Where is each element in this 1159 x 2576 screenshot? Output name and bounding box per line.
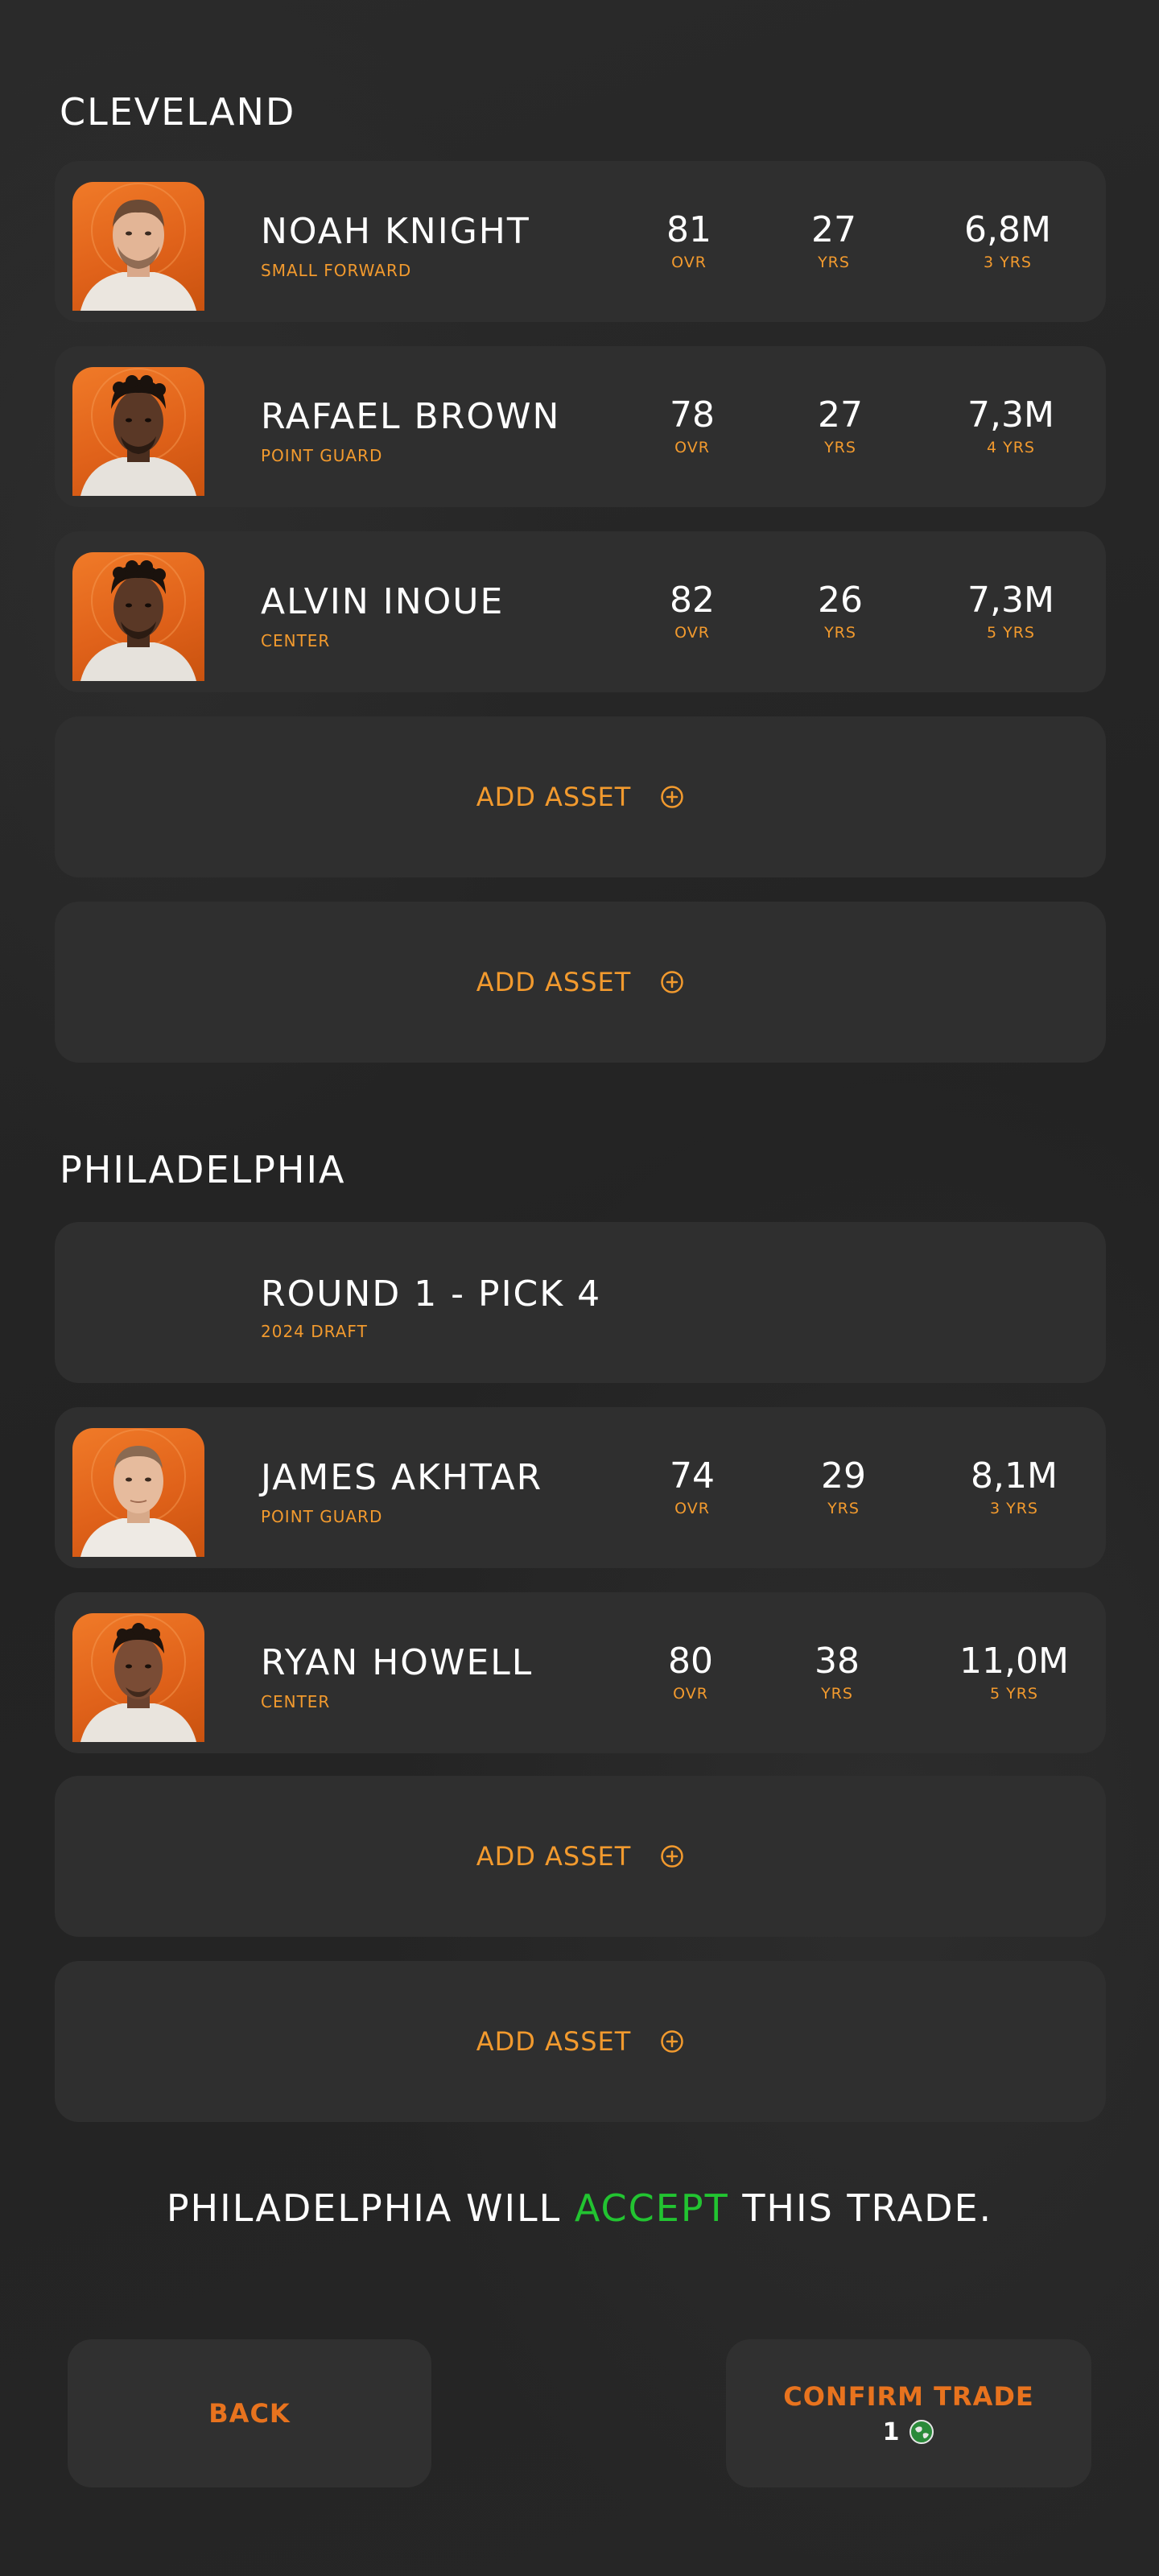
age-label: YRS [821, 1685, 853, 1703]
player-card-rafael-brown[interactable]: RAFAEL BROWN POINT GUARD 78 OVR 27 YRS 7… [55, 346, 1106, 507]
ovr-value: 78 [670, 394, 715, 436]
age-value: 27 [811, 209, 856, 250]
confirm-trade-cost: 1 [883, 2418, 935, 2446]
age-label: YRS [824, 624, 856, 642]
plus-circle-icon [660, 1844, 684, 1868]
player-position: CENTER [261, 1692, 331, 1711]
age-value: 29 [821, 1455, 866, 1496]
add-asset-label: ADD ASSET [476, 1841, 632, 1872]
player-ovr: 81 OVR [625, 209, 753, 271]
player-avatar [72, 367, 204, 496]
player-card-noah-knight[interactable]: NOAH KNIGHT SMALL FORWARD 81 OVR 27 YRS … [55, 161, 1106, 322]
add-asset-label: ADD ASSET [476, 2026, 632, 2057]
salary-value: 11,0M [959, 1641, 1069, 1682]
player-ovr: 82 OVR [628, 580, 757, 642]
player-position: CENTER [261, 631, 331, 650]
age-value: 26 [818, 580, 863, 621]
player-salary: 8,1M 3 YRS [950, 1455, 1079, 1517]
player-name: RYAN HOWELL [261, 1642, 534, 1683]
age-label: YRS [824, 439, 856, 456]
player-salary: 11,0M 5 YRS [950, 1641, 1079, 1703]
back-button-label: BACK [208, 2398, 291, 2429]
confirm-trade-button[interactable]: CONFIRM TRADE 1 [726, 2339, 1091, 2487]
player-age: 29 YRS [779, 1455, 908, 1517]
player-age: 38 YRS [773, 1641, 901, 1703]
ovr-value: 74 [670, 1455, 715, 1496]
player-name: ALVIN INOUE [261, 581, 505, 622]
player-card-ryan-howell[interactable]: RYAN HOWELL CENTER 80 OVR 38 YRS 11,0M 5… [55, 1592, 1106, 1753]
add-asset-button-cleveland-2[interactable]: ADD ASSET [55, 902, 1106, 1063]
ovr-value: 80 [668, 1641, 713, 1682]
globe-coin-icon [909, 2419, 934, 2445]
draft-pick-title: ROUND 1 - PICK 4 [261, 1274, 602, 1315]
confirm-trade-label: CONFIRM TRADE [783, 2380, 1034, 2412]
draft-pick-year: 2024 DRAFT [261, 1322, 368, 1341]
draft-pick-card[interactable]: ROUND 1 - PICK 4 2024 DRAFT [55, 1222, 1106, 1383]
player-card-alvin-inoue[interactable]: ALVIN INOUE CENTER 82 OVR 26 YRS 7,3M 5 … [55, 531, 1106, 692]
contract-length: 5 YRS [987, 624, 1035, 642]
player-name: JAMES AKHTAR [261, 1457, 543, 1498]
cost-amount: 1 [882, 2417, 900, 2446]
player-name: RAFAEL BROWN [261, 396, 561, 437]
add-asset-label: ADD ASSET [476, 782, 632, 812]
ovr-label: OVR [674, 439, 710, 456]
age-label: YRS [827, 1500, 860, 1517]
salary-value: 6,8M [964, 209, 1051, 250]
age-label: YRS [818, 254, 850, 271]
salary-value: 8,1M [971, 1455, 1058, 1496]
player-age: 26 YRS [776, 580, 905, 642]
verdict-suffix: THIS TRADE. [742, 2186, 993, 2230]
trade-verdict: PHILADELPHIA WILL ACCEPT THIS TRADE. [0, 2186, 1159, 2230]
player-ovr: 74 OVR [628, 1455, 757, 1517]
team-title-philadelphia: PHILADELPHIA [60, 1148, 346, 1191]
player-position: POINT GUARD [261, 1507, 383, 1526]
player-age: 27 YRS [776, 394, 905, 456]
ovr-label: OVR [674, 624, 710, 642]
salary-value: 7,3M [967, 394, 1054, 436]
plus-circle-icon [660, 2029, 684, 2054]
contract-length: 4 YRS [987, 439, 1035, 456]
player-avatar [72, 182, 204, 311]
verdict-prefix: PHILADELPHIA WILL [166, 2186, 562, 2230]
player-ovr: 78 OVR [628, 394, 757, 456]
ovr-label: OVR [674, 1500, 710, 1517]
ovr-value: 82 [670, 580, 715, 621]
add-asset-label: ADD ASSET [476, 967, 632, 997]
player-position: POINT GUARD [261, 446, 383, 465]
ovr-label: OVR [673, 1685, 708, 1703]
add-asset-button-philadelphia-2[interactable]: ADD ASSET [55, 1961, 1106, 2122]
player-age: 27 YRS [769, 209, 898, 271]
verdict-accept: ACCEPT [574, 2186, 729, 2230]
back-button[interactable]: BACK [68, 2339, 431, 2487]
player-salary: 7,3M 4 YRS [947, 394, 1075, 456]
plus-circle-icon [660, 970, 684, 994]
contract-length: 5 YRS [990, 1685, 1038, 1703]
salary-value: 7,3M [967, 580, 1054, 621]
contract-length: 3 YRS [984, 254, 1032, 271]
add-asset-button-philadelphia-1[interactable]: ADD ASSET [55, 1776, 1106, 1937]
team-title-cleveland: CLEVELAND [60, 90, 296, 134]
player-name: NOAH KNIGHT [261, 211, 530, 252]
player-ovr: 80 OVR [626, 1641, 755, 1703]
age-value: 27 [818, 394, 863, 436]
player-avatar [72, 1428, 204, 1557]
player-salary: 6,8M 3 YRS [943, 209, 1072, 271]
plus-circle-icon [660, 785, 684, 809]
ovr-value: 81 [666, 209, 711, 250]
player-avatar [72, 552, 204, 681]
player-avatar [72, 1613, 204, 1742]
age-value: 38 [815, 1641, 860, 1682]
ovr-label: OVR [671, 254, 707, 271]
add-asset-button-cleveland-1[interactable]: ADD ASSET [55, 716, 1106, 877]
contract-length: 3 YRS [990, 1500, 1038, 1517]
player-card-james-akhtar[interactable]: JAMES AKHTAR POINT GUARD 74 OVR 29 YRS 8… [55, 1407, 1106, 1568]
player-position: SMALL FORWARD [261, 261, 412, 280]
player-salary: 7,3M 5 YRS [947, 580, 1075, 642]
